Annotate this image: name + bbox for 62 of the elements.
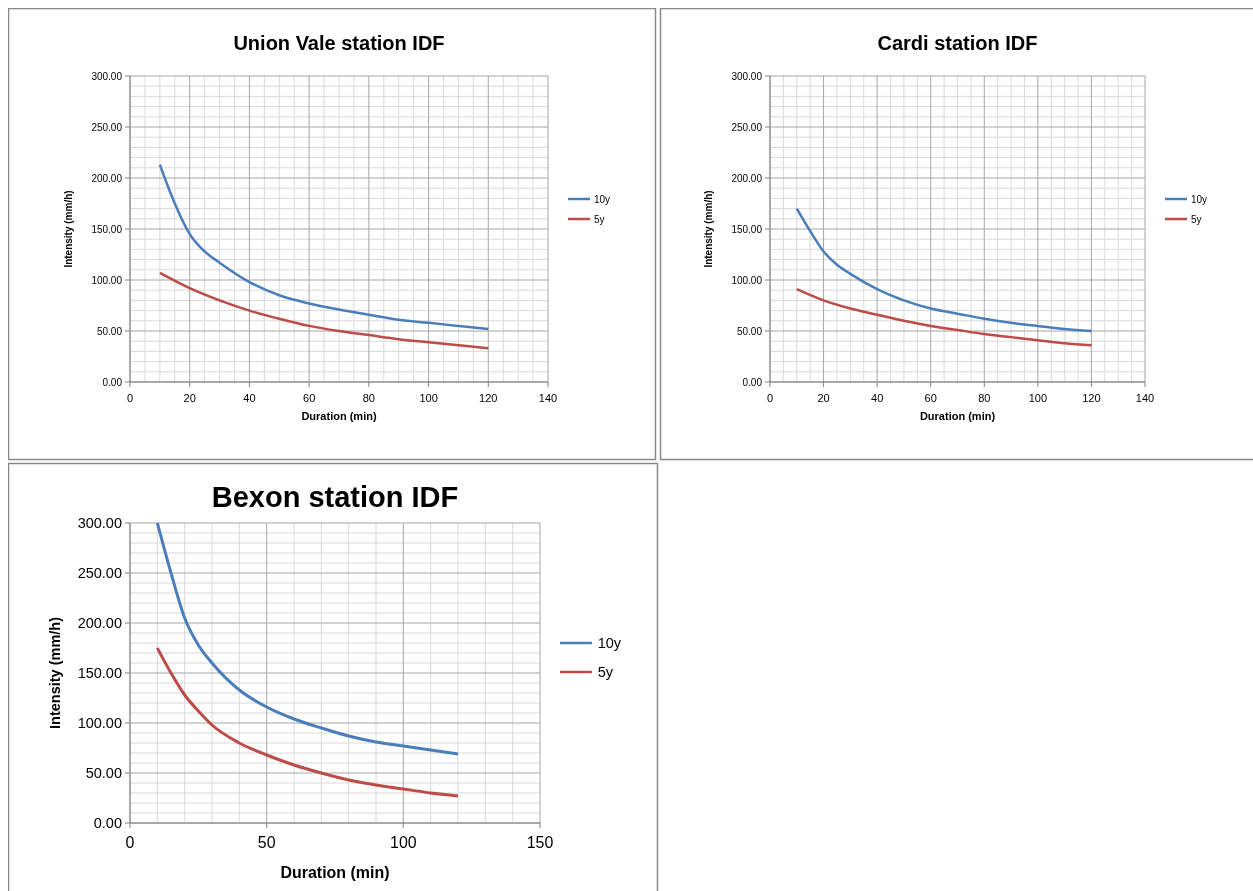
y-tick-label: 0.00 xyxy=(93,815,122,832)
x-tick-label: 60 xyxy=(303,392,316,404)
x-tick-label: 60 xyxy=(924,392,937,404)
legend-label: 5y xyxy=(594,213,605,225)
line-series xyxy=(795,207,1093,333)
x-tick-label: 80 xyxy=(362,392,375,404)
legend-label: 10y xyxy=(1191,193,1208,205)
y-tick-label: 150.00 xyxy=(731,223,763,235)
y-tick-label: 50.00 xyxy=(736,325,763,337)
x-axis-title: Duration (min) xyxy=(280,864,390,882)
chart-title: Union Vale station IDF xyxy=(233,32,445,54)
legend-label: 10y xyxy=(594,193,611,205)
x-tick-label: 100 xyxy=(419,392,438,404)
x-tick-label: 100 xyxy=(390,834,417,852)
y-axis-title: Intensity (mm/h) xyxy=(703,190,714,268)
y-axis-title: Intensity (mm/h) xyxy=(47,616,64,729)
y-tick-label: 50.00 xyxy=(85,765,122,782)
line-series xyxy=(155,521,460,756)
y-tick-label: 0.00 xyxy=(102,376,123,388)
x-tick-label: 0 xyxy=(766,392,774,404)
y-tick-label: 250.00 xyxy=(731,121,763,133)
x-axis-title: Duration (min) xyxy=(301,410,377,422)
x-tick-label: 0 xyxy=(126,392,134,404)
chart-title: Bexon station IDF xyxy=(211,481,459,514)
x-tick-label: 50 xyxy=(257,834,276,852)
y-tick-label: 150.00 xyxy=(77,665,122,682)
y-tick-label: 300.00 xyxy=(731,70,763,82)
y-tick-label: 200.00 xyxy=(91,172,123,184)
y-tick-label: 100.00 xyxy=(731,274,763,286)
y-tick-label: 200.00 xyxy=(731,172,763,184)
y-tick-label: 100.00 xyxy=(91,274,123,286)
y-tick-label: 0.00 xyxy=(742,376,763,388)
x-tick-label: 140 xyxy=(1135,392,1155,404)
x-tick-label: 0 xyxy=(125,834,135,852)
x-tick-label: 20 xyxy=(183,392,196,404)
x-tick-label: 80 xyxy=(978,392,991,404)
y-axis-title: Intensity (mm/h) xyxy=(63,190,74,268)
legend-label: 5y xyxy=(597,664,614,681)
y-tick-label: 150.00 xyxy=(91,223,123,235)
chart-title: Cardi station IDF xyxy=(877,32,1038,54)
x-tick-label: 40 xyxy=(243,392,256,404)
line-series xyxy=(158,163,490,331)
x-tick-label: 120 xyxy=(479,392,498,404)
x-tick-label: 150 xyxy=(526,834,554,852)
x-tick-label: 20 xyxy=(817,392,830,404)
x-tick-label: 100 xyxy=(1028,392,1048,404)
line-series xyxy=(158,271,490,350)
line-series xyxy=(155,646,460,798)
y-tick-label: 50.00 xyxy=(96,325,123,337)
y-tick-label: 300.00 xyxy=(91,70,123,82)
y-tick-label: 250.00 xyxy=(91,121,123,133)
line-series xyxy=(795,287,1093,347)
y-tick-label: 250.00 xyxy=(77,565,122,582)
y-tick-label: 200.00 xyxy=(77,615,122,632)
y-tick-label: 300.00 xyxy=(77,515,122,532)
x-axis-title: Duration (min) xyxy=(919,410,996,422)
x-tick-label: 140 xyxy=(538,392,558,404)
legend-label: 5y xyxy=(1191,213,1202,225)
y-tick-label: 100.00 xyxy=(77,715,122,732)
legend-label: 10y xyxy=(597,635,622,652)
x-tick-label: 120 xyxy=(1082,392,1101,404)
x-tick-label: 40 xyxy=(871,392,884,404)
